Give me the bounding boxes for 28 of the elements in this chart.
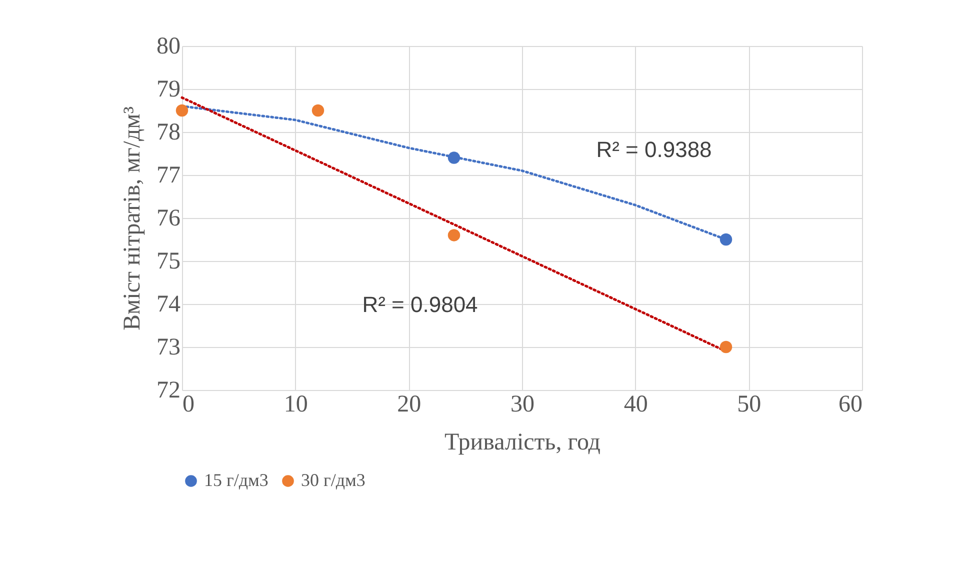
x-tick-label: 20	[397, 392, 422, 418]
y-tick-label: 76	[156, 206, 180, 232]
point	[176, 104, 188, 117]
y-tick-label: 74	[156, 292, 180, 318]
legend-label: 15 г/дм3	[204, 470, 268, 490]
legend-label: 30 г/дм3	[301, 470, 366, 490]
x-tick-label: 40	[624, 392, 648, 418]
y-tick-label: 72	[156, 378, 180, 404]
point	[448, 229, 460, 242]
x-tick-label: 10	[284, 392, 308, 418]
x-axis-title: Тривалість, год	[444, 430, 600, 456]
y-tick-label: 79	[156, 76, 180, 102]
x-tick-label: 60	[838, 392, 862, 418]
point	[312, 104, 324, 117]
y-axis-title: Вміст нітратів, мг/дм³	[120, 106, 146, 331]
annotation: R² = 0.9388	[596, 137, 712, 162]
point	[448, 152, 460, 164]
y-tick-label: 73	[156, 334, 180, 360]
x-tick-label: 0	[182, 392, 194, 418]
x-tick-label: 30	[510, 392, 534, 418]
point	[720, 233, 732, 246]
y-tick-label: 75	[156, 248, 180, 274]
point	[720, 340, 732, 354]
y-tick-label: 77	[156, 162, 180, 188]
y-tick-label: 78	[156, 120, 180, 146]
y-tick-label: 80	[156, 34, 180, 60]
annotation: R² = 0.9804	[362, 292, 478, 317]
x-tick-label: 50	[737, 392, 762, 418]
